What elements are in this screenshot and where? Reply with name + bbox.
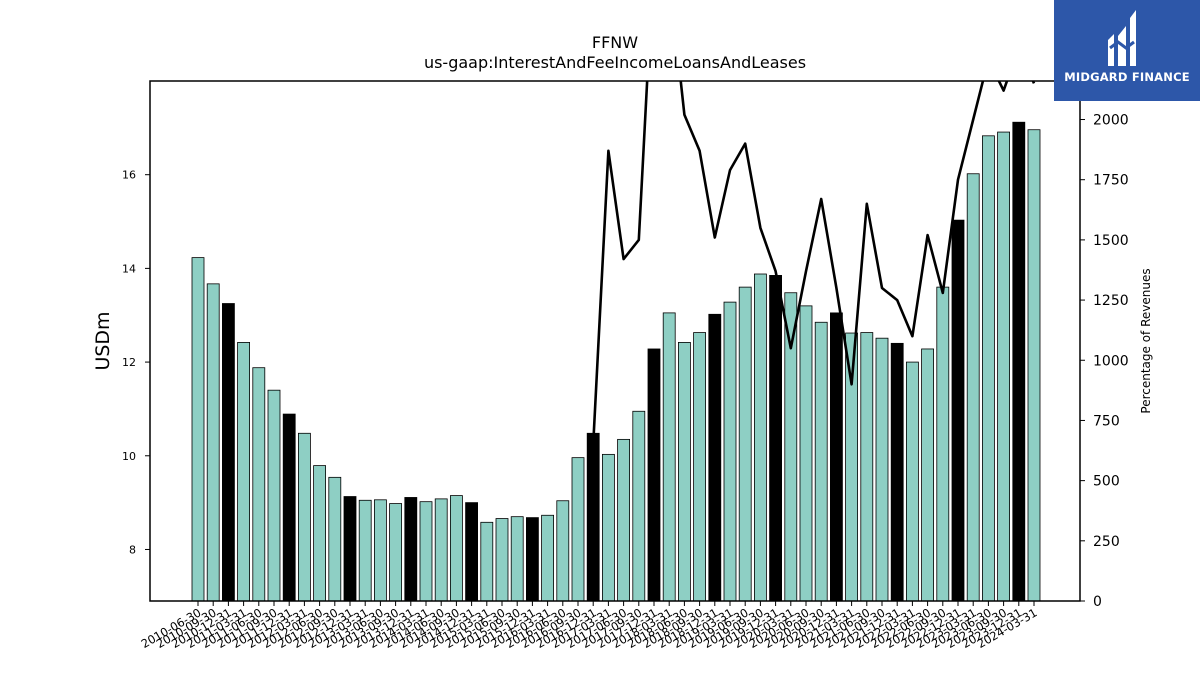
bar	[723, 301, 737, 602]
bar	[799, 305, 813, 602]
bar	[1012, 121, 1026, 602]
bar	[419, 501, 433, 602]
left-tick-label: 16	[122, 169, 136, 182]
bar	[449, 495, 463, 602]
bar	[830, 312, 843, 602]
bar	[221, 303, 235, 602]
chart-subtitle: us-gaap:InterestAndFeeIncomeLoansAndLeas…	[424, 53, 806, 72]
bar	[662, 312, 676, 602]
line-series-group	[591, 81, 1036, 445]
bar	[191, 257, 205, 602]
left-tick-label: 10	[122, 450, 136, 463]
bar	[921, 348, 934, 602]
bar	[358, 499, 372, 602]
bar	[936, 286, 950, 602]
bar	[465, 502, 479, 602]
right-tick-label: 0	[1093, 594, 1102, 610]
bar-series	[191, 121, 1041, 602]
bar	[738, 286, 752, 602]
bar	[966, 173, 980, 602]
y-axis-left-label: USDm	[92, 311, 114, 370]
right-tick-label: 1750	[1093, 173, 1129, 189]
plot-frame	[149, 80, 1081, 602]
bar	[906, 361, 919, 602]
left-axis: 8 10 12 14 16	[122, 169, 150, 556]
bar	[434, 498, 448, 602]
bar	[252, 367, 266, 602]
right-axis: 0 250 500 750 1000 1250 1500 1750 2000	[1080, 113, 1129, 610]
line-series	[591, 81, 1036, 445]
bar	[678, 342, 691, 602]
bar	[404, 497, 418, 602]
bar	[754, 273, 767, 602]
bar	[708, 313, 722, 602]
bar	[282, 413, 296, 602]
left-tick-label: 14	[122, 262, 136, 275]
bar	[586, 432, 600, 602]
midgard-logo-icon	[1108, 10, 1136, 66]
bar	[647, 348, 661, 602]
right-tick-label: 500	[1093, 474, 1120, 490]
bar	[982, 135, 995, 602]
bar	[1027, 129, 1041, 602]
bar	[617, 438, 630, 602]
bar	[328, 476, 342, 602]
left-tick-label: 8	[129, 543, 136, 556]
right-tick-label: 250	[1093, 534, 1120, 550]
right-tick-label: 1000	[1093, 353, 1129, 369]
bar	[267, 389, 281, 602]
bar	[480, 521, 494, 602]
bar	[693, 332, 706, 602]
bar	[602, 453, 615, 602]
right-tick-label: 2000	[1093, 113, 1129, 129]
bar	[814, 321, 828, 602]
right-tick-label: 1250	[1093, 293, 1129, 309]
bar	[495, 518, 509, 602]
y-axis-right-label: Percentage of Revenues	[1139, 268, 1153, 413]
bar	[206, 283, 220, 602]
bar	[875, 337, 889, 602]
bar	[951, 219, 965, 602]
bar	[389, 503, 403, 602]
bar	[343, 496, 357, 602]
bar	[237, 342, 251, 602]
right-tick-label: 1500	[1093, 233, 1129, 249]
bar	[632, 410, 646, 602]
bar	[784, 292, 798, 602]
bar	[510, 516, 524, 602]
bar	[769, 275, 782, 602]
bar	[556, 500, 570, 602]
brand-logo: MIDGARD FINANCE	[1054, 0, 1200, 101]
right-tick-label: 750	[1093, 413, 1120, 429]
bar	[541, 514, 554, 602]
x-axis: 2010-06-302010-09-302010-12-312011-03-31…	[139, 601, 1040, 651]
bar	[313, 465, 327, 602]
bar	[860, 332, 874, 602]
bar	[997, 131, 1010, 602]
bar	[297, 432, 311, 602]
bar	[571, 457, 585, 602]
bar	[890, 342, 904, 602]
chart-title: FFNW	[592, 33, 638, 52]
bar	[526, 517, 539, 602]
bar	[373, 499, 387, 602]
left-tick-label: 12	[122, 356, 136, 369]
logo-text: MIDGARD FINANCE	[1064, 70, 1190, 84]
